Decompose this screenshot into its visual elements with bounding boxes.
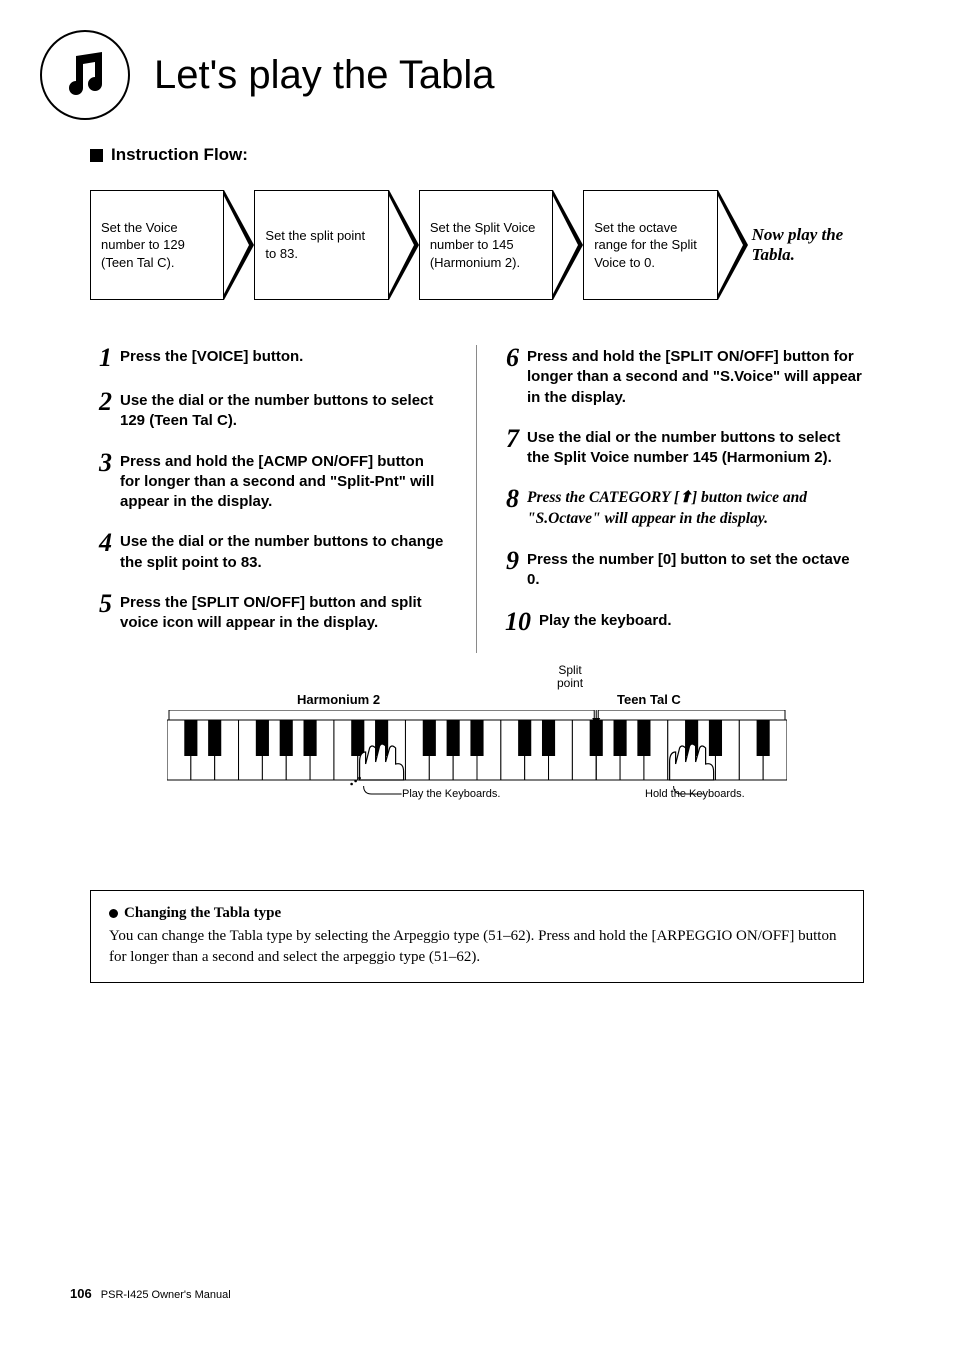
step-number: 4 (90, 530, 112, 573)
step-number: 3 (90, 450, 112, 513)
step-item: 4Use the dial or the number buttons to c… (90, 530, 446, 573)
flow-box-1: Set the Voice number to 129 (Teen Tal C)… (90, 190, 224, 300)
tip-title-text: Changing the Tabla type (124, 905, 281, 922)
step-text: Press the CATEGORY [⬆] button twice and … (527, 486, 864, 530)
footer-text: PSR-I425 Owner's Manual (101, 1289, 231, 1301)
step-number: 7 (497, 426, 519, 469)
page-footer: 106 PSR-I425 Owner's Manual (70, 1286, 231, 1301)
step-text: Use the dial or the number buttons to ch… (120, 530, 446, 573)
subhead-text: Instruction Flow: (111, 145, 248, 165)
flow-box-3: Set the Split Voice number to 145 (Harmo… (419, 190, 553, 300)
step-text: Press the [SPLIT ON/OFF] button and spli… (120, 591, 446, 634)
music-note-icon (40, 30, 130, 120)
step-number: 8 (497, 486, 519, 530)
step-item: 9Press the number [0] button to set the … (497, 548, 864, 591)
page-title: Let's play the Tabla (154, 53, 494, 98)
chevron-right-icon (718, 190, 748, 300)
step-text: Play the keyboard. (539, 609, 672, 635)
bullet-icon (109, 909, 118, 918)
step-text: Use the dial or the number buttons to se… (527, 426, 864, 469)
step-text: Press the [VOICE] button. (120, 345, 303, 371)
step-number: 1 (90, 345, 112, 371)
hold-caption: Hold the Keyboards. (645, 788, 745, 800)
step-item: 3Press and hold the [ACMP ON/OFF] button… (90, 450, 446, 513)
play-caption: Play the Keyboards. (402, 788, 500, 800)
step-number: 5 (90, 591, 112, 634)
flow-text: Set the Voice number to 129 (Teen Tal C)… (101, 219, 213, 272)
flow-text: Set the split point to 83. (265, 227, 377, 262)
steps-area: 1Press the [VOICE] button.2Use the dial … (90, 345, 864, 653)
flow-box-2: Set the split point to 83. (254, 190, 388, 300)
steps-column-left: 1Press the [VOICE] button.2Use the dial … (90, 345, 477, 653)
keyboard-illustration: Split point Harmonium 2 Teen Tal C Play … (167, 698, 787, 805)
step-text: Use the dial or the number buttons to se… (120, 389, 446, 432)
tip-body: You can change the Tabla type by selecti… (109, 926, 845, 968)
chevron-right-icon (553, 190, 583, 300)
flow-box-4: Set the octave range for the Split Voice… (583, 190, 717, 300)
split-point-label: Split point (557, 664, 583, 690)
square-bullet-icon (90, 149, 103, 162)
step-item: 5Press the [SPLIT ON/OFF] button and spl… (90, 591, 446, 634)
step-number: 2 (90, 389, 112, 432)
step-number: 10 (497, 609, 531, 635)
step-text: Press and hold the [SPLIT ON/OFF] button… (527, 345, 864, 408)
step-text: Press and hold the [ACMP ON/OFF] button … (120, 450, 446, 513)
step-item: 6Press and hold the [SPLIT ON/OFF] butto… (497, 345, 864, 408)
step-number: 6 (497, 345, 519, 408)
step-item: 8Press the CATEGORY [⬆] button twice and… (497, 486, 864, 530)
step-item: 7Use the dial or the number buttons to s… (497, 426, 864, 469)
step-item: 10 Play the keyboard. (497, 609, 864, 635)
instruction-flow-heading: Instruction Flow: (90, 145, 884, 165)
page-header: Let's play the Tabla (70, 30, 884, 120)
flow-row: Set the Voice number to 129 (Teen Tal C)… (90, 190, 864, 300)
chevron-right-icon (389, 190, 419, 300)
step-number: 9 (497, 548, 519, 591)
step-text: Press the number [0] button to set the o… (527, 548, 864, 591)
step-item: 1 Press the [VOICE] button. (90, 345, 446, 371)
flow-text: Set the Split Voice number to 145 (Harmo… (430, 219, 542, 272)
step-item: 2Use the dial or the number buttons to s… (90, 389, 446, 432)
page-number: 106 (70, 1286, 92, 1301)
tip-title: Changing the Tabla type (109, 905, 845, 922)
steps-column-right: 6Press and hold the [SPLIT ON/OFF] butto… (477, 345, 864, 653)
keyboard-svg (167, 710, 787, 800)
flow-text: Set the octave range for the Split Voice… (594, 219, 706, 272)
flow-final: Now play the Tabla. (748, 190, 864, 300)
tip-box: Changing the Tabla type You can change t… (90, 890, 864, 983)
chevron-right-icon (224, 190, 254, 300)
